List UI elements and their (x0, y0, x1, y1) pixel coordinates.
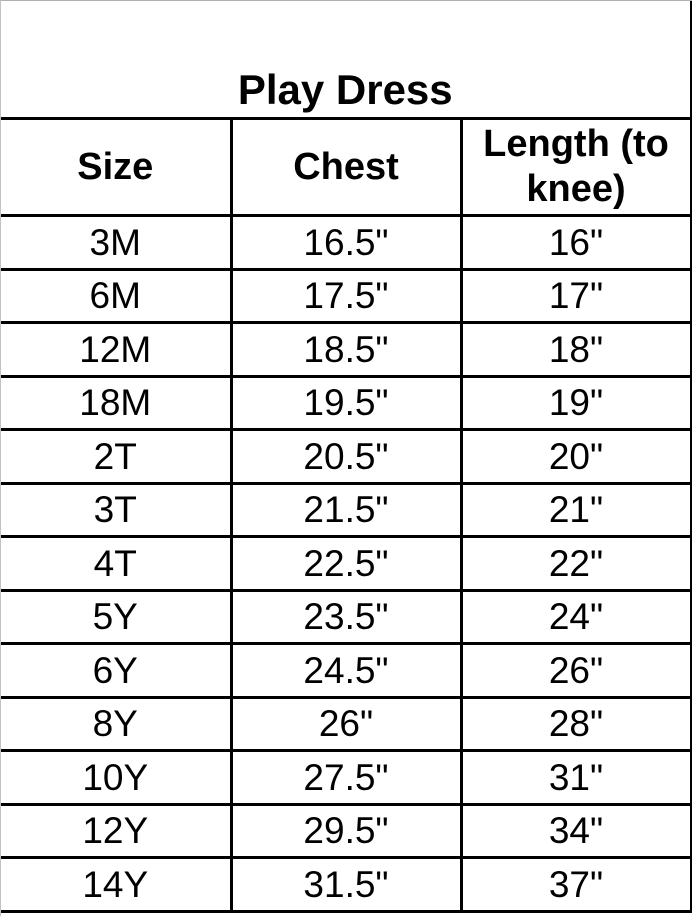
cell-chest: 31.5" (231, 857, 463, 913)
cell-chest: 20.5" (231, 429, 463, 485)
cell-chest: 16.5" (231, 215, 463, 271)
cell-size: 2T (1, 429, 233, 485)
cell-size: 6Y (1, 643, 233, 699)
cell-chest: 29.5" (231, 804, 463, 859)
cell-chest: 19.5" (231, 376, 463, 431)
col-header-length: Length (to knee) (461, 118, 692, 217)
table-row: 6M 17.5" 17" (1, 269, 692, 324)
cell-size: 8Y (1, 697, 233, 752)
table-row: 6Y 24.5" 26" (1, 643, 692, 699)
table-row: 10Y 27.5" 31" (1, 750, 692, 806)
col-header-size: Size (1, 118, 233, 217)
cell-length: 24" (461, 590, 692, 645)
table-row: 14Y 31.5" 37" (1, 857, 692, 913)
table-row: 3M 16.5" 16" (1, 215, 692, 271)
cell-length: 21" (461, 483, 692, 538)
cell-chest: 21.5" (231, 483, 463, 538)
cell-size: 14Y (1, 857, 233, 913)
table-row: 4T 22.5" 22" (1, 536, 692, 592)
table-row: 5Y 23.5" 24" (1, 590, 692, 645)
cell-chest: 22.5" (231, 536, 463, 592)
title-row: Play Dress (1, 1, 692, 120)
table-row: 8Y 26" 28" (1, 697, 692, 752)
cell-length: 19" (461, 376, 692, 431)
table-row: 18M 19.5" 19" (1, 376, 692, 431)
cell-chest: 17.5" (231, 269, 463, 324)
table-row: 12M 18.5" 18" (1, 322, 692, 378)
cell-length: 37" (461, 857, 692, 913)
cell-chest: 24.5" (231, 643, 463, 699)
cell-size: 3M (1, 215, 233, 271)
cell-size: 4T (1, 536, 233, 592)
cell-length: 31" (461, 750, 692, 806)
cell-size: 18M (1, 376, 233, 431)
table-row: 12Y 29.5" 34" (1, 804, 692, 859)
cell-chest: 27.5" (231, 750, 463, 806)
table-title: Play Dress (1, 1, 692, 120)
cell-size: 3T (1, 483, 233, 538)
cell-size: 12M (1, 322, 233, 378)
cell-chest: 26" (231, 697, 463, 752)
table-row: 2T 20.5" 20" (1, 429, 692, 485)
cell-size: 12Y (1, 804, 233, 859)
col-header-chest: Chest (231, 118, 463, 217)
cell-length: 16" (461, 215, 692, 271)
cell-length: 20" (461, 429, 692, 485)
cell-chest: 18.5" (231, 322, 463, 378)
cell-length: 26" (461, 643, 692, 699)
cell-size: 5Y (1, 590, 233, 645)
cell-length: 22" (461, 536, 692, 592)
cell-size: 10Y (1, 750, 233, 806)
cell-length: 28" (461, 697, 692, 752)
header-row: Size Chest Length (to knee) (1, 118, 692, 217)
cell-length: 34" (461, 804, 692, 859)
cell-length: 18" (461, 322, 692, 378)
cell-length: 17" (461, 269, 692, 324)
table-row: 3T 21.5" 21" (1, 483, 692, 538)
cell-chest: 23.5" (231, 590, 463, 645)
cell-size: 6M (1, 269, 233, 324)
